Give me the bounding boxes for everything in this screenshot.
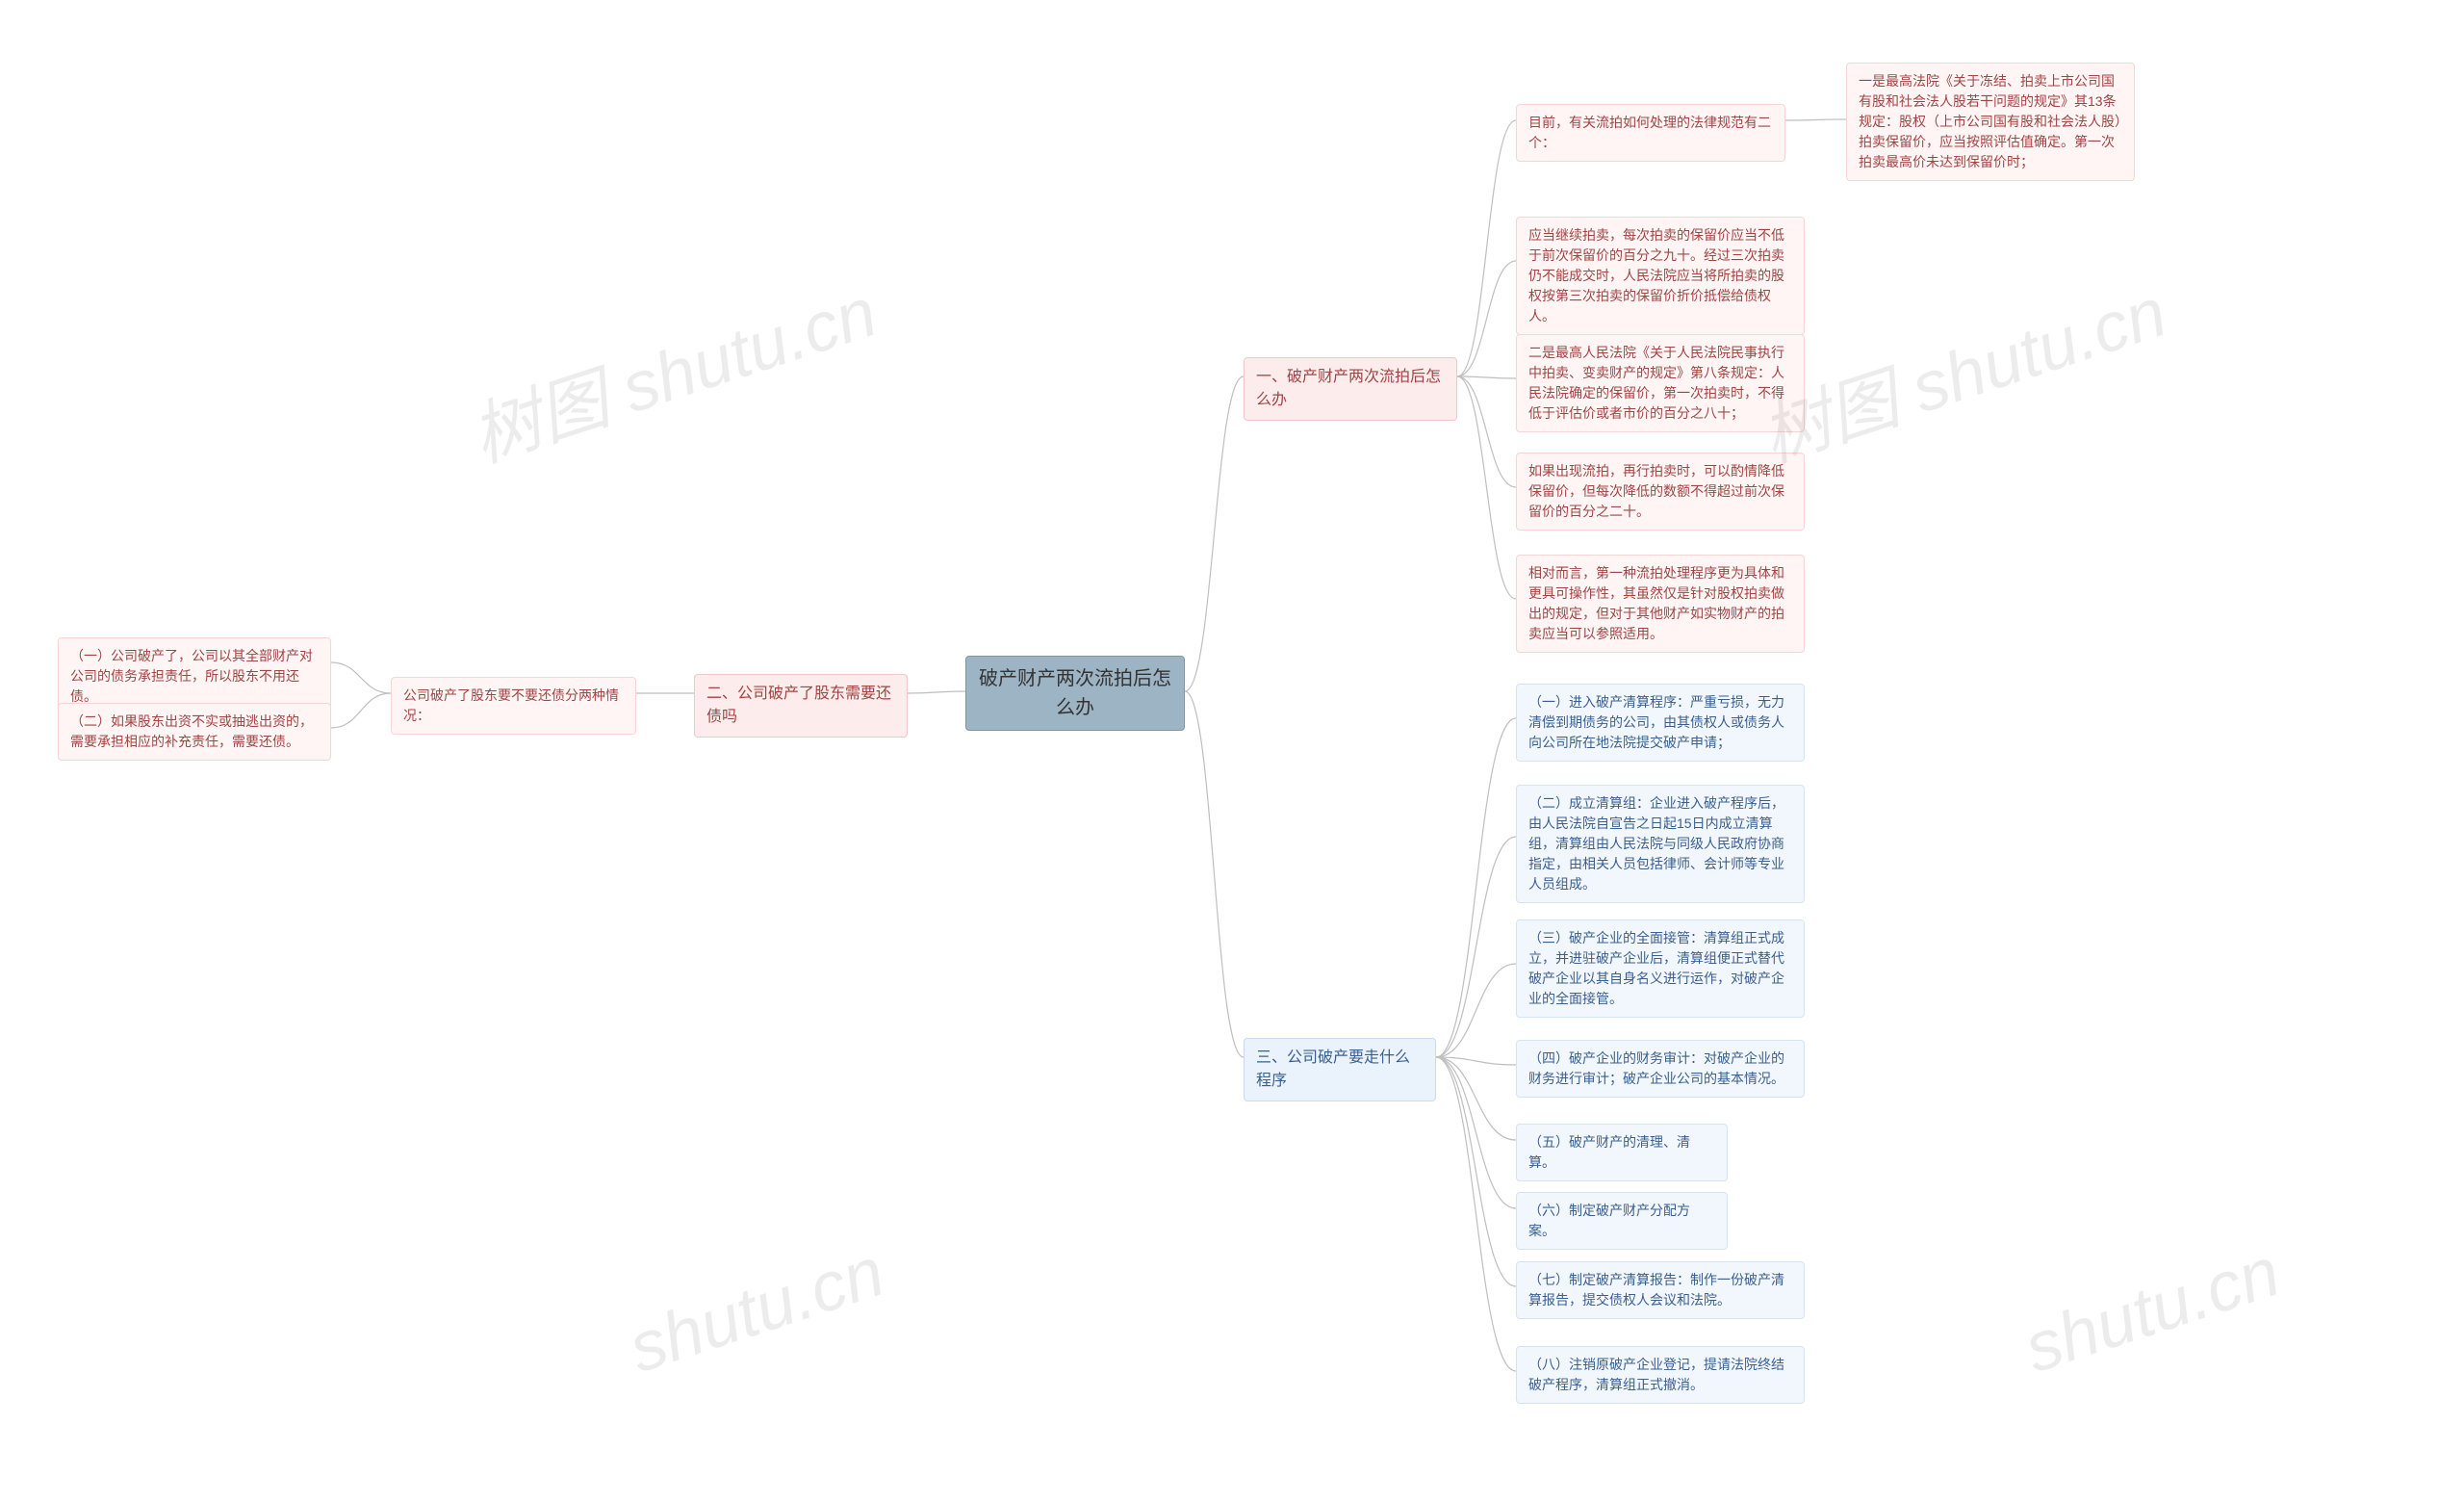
node-b1d: 如果出现流拍，再行拍卖时，可以酌情降低保留价，但每次降低的数额不得超过前次保留价… (1516, 453, 1805, 531)
connector-layer (0, 0, 2464, 1502)
watermark-1: 树图 shutu.cn (456, 255, 886, 481)
node-b2s2: （二）如果股东出资不实或抽逃出资的，需要承担相应的补充责任，需要还债。 (58, 703, 331, 761)
node-b3g: （七）制定破产清算报告：制作一份破产清算报告，提交债权人会议和法院。 (1516, 1261, 1805, 1319)
node-b1e: 相对而言，第一种流拍处理程序更为具体和更具可操作性，其虽然仅是针对股权拍卖做出的… (1516, 555, 1805, 653)
node-b1: 一、破产财产两次流拍后怎么办 (1244, 357, 1457, 421)
watermark-4: shutu.cn (2015, 1232, 2289, 1388)
watermark-3: shutu.cn (620, 1232, 893, 1388)
node-b3h: （八）注销原破产企业登记，提请法院终结破产程序，清算组正式撤消。 (1516, 1346, 1805, 1404)
node-b3: 三、公司破产要走什么程序 (1244, 1038, 1436, 1101)
node-b2: 二、公司破产了股东需要还债吗 (694, 674, 908, 738)
node-b3e: （五）破产财产的清理、清算。 (1516, 1124, 1728, 1181)
node-b1a: 目前，有关流拍如何处理的法律规范有二个： (1516, 104, 1785, 162)
node-b2s: 公司破产了股东要不要还债分两种情况： (391, 677, 636, 735)
node-b3c: （三）破产企业的全面接管：清算组正式成立，并进驻破产企业后，清算组便正式替代破产… (1516, 919, 1805, 1018)
node-b1c: 二是最高人民法院《关于人民法院民事执行中拍卖、变卖财产的规定》第八条规定：人民法… (1516, 334, 1805, 432)
node-b3a: （一）进入破产清算程序：严重亏损，无力清偿到期债务的公司，由其债权人或债务人向公… (1516, 684, 1805, 762)
root-node: 破产财产两次流拍后怎么办 (965, 656, 1185, 731)
watermark-2: 树图 shutu.cn (1746, 255, 2176, 481)
node-b3b: （二）成立清算组：企业进入破产程序后，由人民法院自宣告之日起15日内成立清算组，… (1516, 785, 1805, 903)
node-b1a1: 一是最高法院《关于冻结、拍卖上市公司国有股和社会法人股若干问题的规定》其13条规… (1846, 63, 2135, 181)
node-b3f: （六）制定破产财产分配方案。 (1516, 1192, 1728, 1250)
node-b3d: （四）破产企业的财务审计：对破产企业的财务进行审计；破产企业公司的基本情况。 (1516, 1040, 1805, 1098)
node-b1b: 应当继续拍卖，每次拍卖的保留价应当不低于前次保留价的百分之九十。经过三次拍卖仍不… (1516, 217, 1805, 335)
